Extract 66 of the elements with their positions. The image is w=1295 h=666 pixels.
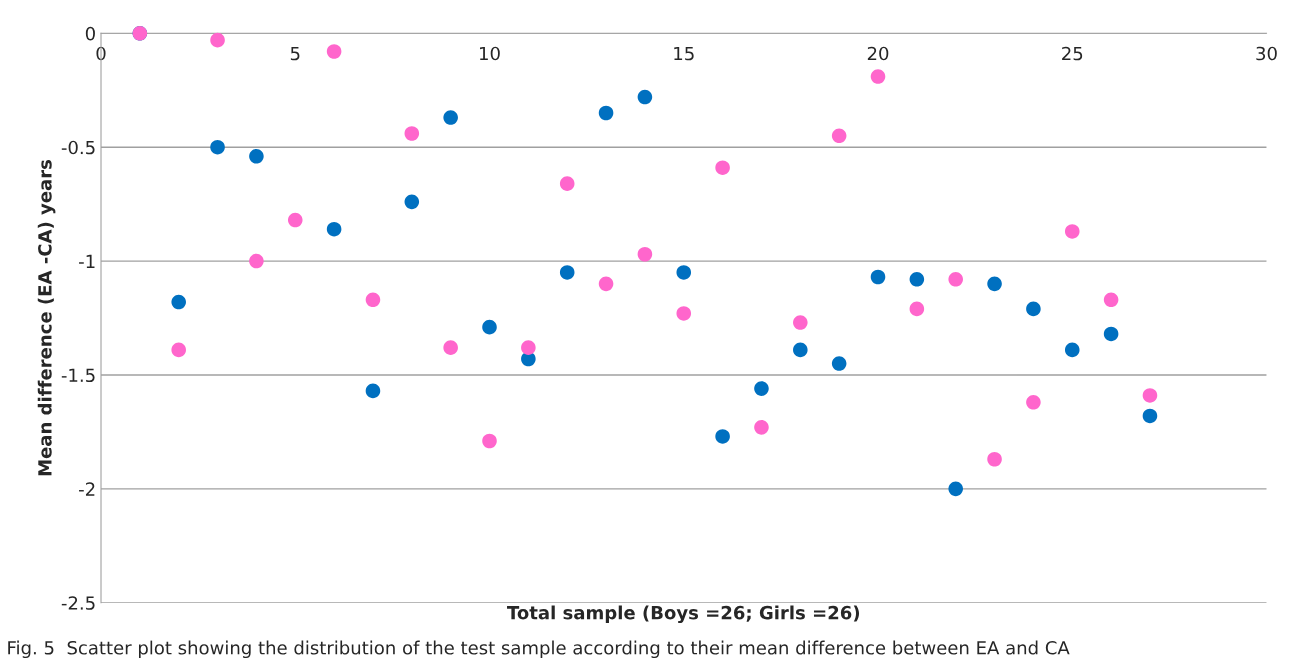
point — [715, 429, 730, 444]
x-axis-title: Total sample (Boys =26; Girls =26) — [507, 605, 860, 624]
point — [1103, 292, 1119, 308]
point — [1142, 408, 1158, 424]
point — [1103, 326, 1119, 342]
point — [171, 294, 186, 310]
point — [754, 420, 769, 435]
y-tick-label: -1 — [79, 254, 95, 268]
point — [249, 149, 264, 164]
y-tick-label: -2.5 — [61, 596, 95, 610]
point — [482, 319, 497, 335]
x-tick-label: 25 — [1062, 46, 1083, 61]
caption: Fig. 5 Scatter plot showing the distribution of the test sample according to their mean difference between EA and CA — [8, 640, 1070, 659]
point — [715, 160, 730, 175]
point — [598, 276, 614, 292]
point — [637, 246, 653, 262]
point — [754, 381, 769, 396]
y-tick-label: -2 — [79, 482, 95, 496]
point — [948, 481, 963, 497]
point — [1026, 395, 1041, 410]
point — [1064, 342, 1080, 358]
point — [482, 433, 497, 449]
point — [365, 383, 381, 399]
point — [521, 340, 536, 355]
point — [637, 89, 653, 105]
point — [793, 315, 808, 330]
point — [831, 128, 847, 144]
point — [326, 44, 342, 59]
y-tick-label: -0.5 — [61, 140, 95, 155]
point — [948, 272, 963, 287]
point — [1064, 224, 1080, 239]
point — [1026, 301, 1041, 317]
y-tick-label: 0 — [85, 26, 95, 41]
x-tick-label: 0 — [96, 46, 106, 61]
point — [987, 451, 1002, 467]
x-tick-label: 10 — [480, 46, 500, 61]
point — [326, 221, 342, 237]
point — [171, 342, 186, 358]
point — [870, 269, 886, 285]
point — [443, 110, 458, 125]
point — [404, 194, 420, 210]
x-tick-label: 20 — [867, 46, 889, 61]
point — [793, 342, 808, 358]
y-axis-title: Mean difference (EA -CA) years — [37, 159, 56, 476]
x-tick-label: 15 — [674, 46, 694, 61]
point — [676, 265, 692, 280]
point — [365, 292, 381, 308]
point — [909, 272, 925, 287]
x-tick-label: 5 — [290, 46, 300, 61]
point — [1142, 388, 1158, 403]
point — [249, 253, 264, 269]
point — [559, 176, 575, 191]
point — [404, 126, 420, 141]
point — [559, 265, 575, 280]
point — [210, 139, 225, 155]
point — [831, 356, 847, 371]
point — [870, 69, 886, 84]
point — [909, 301, 925, 317]
point — [443, 340, 458, 355]
y-tick-label: -1.5 — [61, 368, 95, 383]
point — [987, 276, 1002, 292]
point — [287, 212, 303, 228]
point — [676, 306, 692, 321]
x-tick-label: 30 — [1256, 46, 1277, 61]
point — [210, 32, 225, 48]
point — [598, 105, 614, 121]
